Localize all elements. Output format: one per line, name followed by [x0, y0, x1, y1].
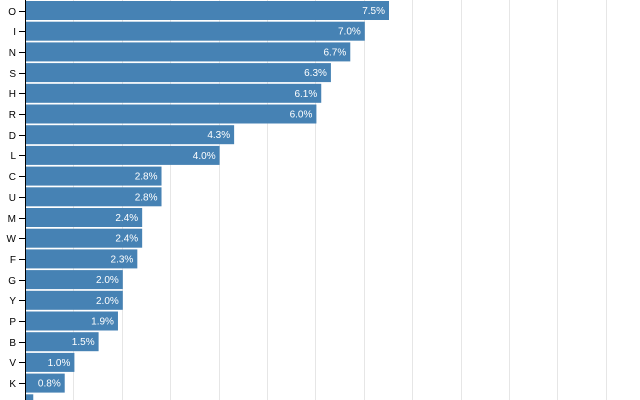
- bar: [26, 290, 123, 310]
- bar-value-label: 1.5%: [72, 337, 95, 348]
- y-tick-label: W: [7, 234, 17, 245]
- bar: [26, 311, 118, 331]
- bar: [26, 228, 143, 248]
- bar-value-label: 0.8%: [38, 379, 61, 390]
- bar: [26, 42, 351, 62]
- bar-value-label: 2.0%: [96, 275, 119, 286]
- bar-value-label: 2.3%: [111, 254, 134, 265]
- y-tick-label: V: [9, 358, 16, 369]
- bar: [26, 394, 34, 400]
- y-tick-label: S: [9, 69, 16, 80]
- bar: [26, 63, 331, 83]
- y-tick-label: C: [9, 172, 16, 183]
- bar-value-label: 6.0%: [290, 110, 313, 121]
- y-tick-label: N: [9, 48, 16, 59]
- y-tick-label: M: [8, 214, 16, 225]
- bar-value-label: 6.7%: [323, 47, 346, 58]
- bar: [26, 352, 75, 372]
- bar-value-label: 7.0%: [338, 27, 361, 38]
- y-tick-label: F: [10, 255, 16, 266]
- bar-value-label: 1.0%: [48, 358, 71, 369]
- bar: [26, 249, 138, 269]
- y-tick-label: B: [9, 338, 16, 349]
- bar-value-label: 2.0%: [96, 296, 119, 307]
- y-tick-label: U: [9, 193, 16, 204]
- y-tick-label: D: [9, 131, 16, 142]
- y-tick-label: K: [9, 379, 16, 390]
- bar: [26, 125, 235, 145]
- bar: [26, 104, 317, 124]
- bar: [26, 166, 162, 186]
- y-tick-label: P: [9, 317, 16, 328]
- y-tick-label: L: [10, 151, 16, 162]
- bar-value-label: 4.0%: [193, 151, 216, 162]
- bar: [26, 187, 162, 207]
- bar: [26, 270, 123, 290]
- y-tick-label: G: [8, 276, 16, 287]
- y-tick-label: O: [8, 7, 16, 18]
- bar: [26, 332, 99, 352]
- bar-value-label: 6.1%: [294, 89, 317, 100]
- y-tick-label: Y: [9, 296, 16, 307]
- bar: [26, 1, 389, 20]
- bar-value-label: 2.8%: [135, 172, 158, 183]
- bar: [26, 208, 143, 227]
- bars: 7.5%7.0% 6.7% 6.3% 6.1% 6.0% 4.3% 4.0% 2.8% 2.8%…: [26, 1, 389, 400]
- bar: [26, 145, 220, 165]
- bar-value-label: 7.5%: [362, 6, 385, 17]
- bar: [26, 21, 365, 41]
- bar: [26, 373, 65, 393]
- bar-value-label: 6.3%: [304, 68, 327, 79]
- bar-value-label: 2.4%: [115, 234, 138, 245]
- y-tick-label: I: [13, 27, 16, 38]
- bar-value-label: 4.3%: [207, 130, 230, 141]
- bar-value-label: 1.9%: [91, 317, 114, 328]
- y-tick-label: H: [9, 89, 16, 100]
- y-tick-label: R: [9, 110, 16, 121]
- bar-value-label: 2.4%: [115, 213, 138, 224]
- bar: [26, 83, 322, 103]
- bar-value-label: 2.8%: [135, 192, 158, 203]
